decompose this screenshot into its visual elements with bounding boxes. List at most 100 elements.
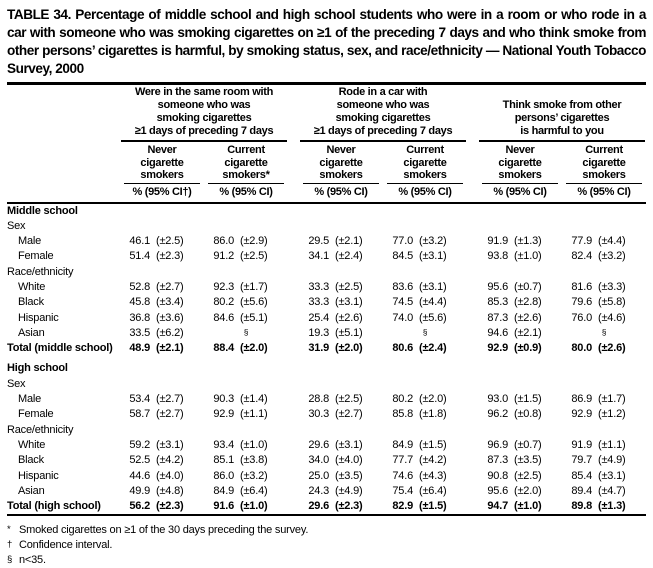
value-cell: 51.4 (129, 250, 150, 263)
ci-cell: (±3.2) (419, 235, 447, 248)
value-cell: 29.6 (308, 438, 329, 451)
value-cell: 85.4 (571, 469, 592, 482)
ci-cell: (±1.5) (419, 438, 447, 451)
row-label: Female (18, 250, 54, 263)
ci-cell: (±2.6) (598, 342, 626, 355)
ci-cell: (±2.0) (514, 484, 542, 497)
ci-cell: (±2.5) (156, 235, 184, 248)
ci-cell: (±5.8) (598, 296, 626, 309)
column-spacer (288, 438, 299, 453)
value-cell: 95.6 (487, 484, 508, 497)
value-cell: 58.7 (129, 408, 150, 421)
measure-header: % (95% CI) (478, 183, 562, 204)
ci-cell: (±6.2) (156, 326, 184, 339)
column-spacer (467, 392, 478, 407)
ci-cell: (±2.8) (514, 296, 542, 309)
ci-cell: (±1.0) (240, 438, 268, 451)
ci-cell: (±1.0) (514, 499, 562, 517)
row-label: Race/ethnicity (7, 265, 74, 278)
ci-cell: (±2.6) (335, 311, 363, 324)
column-spacer (288, 280, 299, 295)
value-cell: 91.9 (487, 235, 508, 248)
column-spacer (467, 183, 478, 204)
column-group-title: Were in the same room with someone who w… (121, 85, 287, 142)
value-cell: 96.9 (487, 438, 508, 451)
stub-cell (7, 85, 120, 142)
ci-cell: (±2.4) (419, 342, 447, 355)
value-cell: 84.9 (213, 484, 234, 497)
ci-cell: (±3.1) (335, 438, 363, 451)
row-label: Race/ethnicity (7, 423, 74, 436)
value-cell: 77.9 (571, 235, 592, 248)
empty-cell (120, 219, 646, 234)
table-row: Black 45.8 (±3.4) 80.2 (±5.6) 33.3 (±3.1) 74.5 (… (7, 295, 646, 310)
ci-cell: (±2.1) (335, 235, 363, 248)
value-cell: 96.2 (487, 408, 508, 421)
value-cell: 89.4 (571, 484, 592, 497)
table-row: Sex (7, 377, 646, 392)
ci-cell: (±1.5) (514, 393, 542, 406)
row-label: Male (18, 393, 42, 406)
ci-cell: (±2.5) (514, 469, 542, 482)
value-cell: 86.9 (571, 393, 592, 406)
value-cell: 89.8 (562, 499, 598, 517)
column-subheader-row: Never cigarette smokers Current cigarett… (7, 142, 646, 184)
column-group-title: Think smoke from other persons’ cigarett… (479, 98, 646, 142)
ci-cell: (±4.9) (335, 484, 363, 497)
value-cell: 25.0 (308, 469, 329, 482)
ci-cell: (±2.7) (335, 408, 363, 421)
row-label: Asian (18, 484, 45, 497)
value-cell: 59.2 (129, 438, 150, 451)
table-row: Total (high school) 56.2 (±2.3) 91.6 (±1.0) 2… (7, 499, 647, 517)
row-label: Hispanic (18, 311, 59, 324)
ci-cell: (±1.5) (419, 499, 467, 517)
footnote-symbol: § (7, 554, 13, 566)
measure-header: % (95% CI†) (120, 183, 204, 204)
table-row: Hispanic 36.8 (±3.6) 84.6 (±5.1) 25.4 (±2.6) 74… (7, 311, 646, 326)
value-cell: 79.6 (571, 296, 592, 309)
value-cell: 95.6 (487, 280, 508, 293)
value-cell: 93.8 (487, 250, 508, 263)
ci-cell: (±2.0) (335, 342, 363, 355)
value-cell: 80.2 (213, 296, 234, 309)
value-cell: 30.3 (308, 408, 329, 421)
table-row: White 52.8 (±2.7) 92.3 (±1.7) 33.3 (±2.5) 83.6 (… (7, 280, 646, 295)
value-cell: 77.0 (392, 235, 413, 248)
table-row: Hispanic 44.6 (±4.0) 86.0 (±3.2) 25.0 (±3.5) 74… (7, 469, 646, 484)
value-cell: 29.5 (308, 235, 329, 248)
column-group-row: Were in the same room with someone who w… (7, 85, 646, 142)
table-row: Black 52.5 (±4.2) 85.1 (±3.8) 34.0 (±4.0) 77.7 (… (7, 453, 646, 468)
ci-cell: (±2.5) (335, 280, 363, 293)
value-cell: 53.4 (129, 393, 150, 406)
value-cell: 33.5 (129, 326, 150, 339)
value-cell: 33.3 (308, 296, 329, 309)
ci-cell: (±5.1) (240, 311, 268, 324)
column-spacer (288, 295, 299, 310)
ci-cell: (±5.6) (240, 296, 268, 309)
value-cell: 92.3 (213, 280, 234, 293)
value-cell: 92.9 (487, 342, 508, 355)
value-cell: 74.0 (392, 311, 413, 324)
ci-cell: (±2.5) (335, 393, 363, 406)
ci-cell: (±3.8) (240, 454, 268, 467)
column-spacer (288, 392, 299, 407)
value-cell: 92.9 (571, 408, 592, 421)
ci-cell: (±4.7) (598, 484, 626, 497)
footnote: † Confidence interval. (7, 538, 646, 553)
row-label: Hispanic (18, 469, 59, 482)
value-cell: 33.3 (308, 280, 329, 293)
value-cell: 87.3 (487, 311, 508, 324)
value-cell: 52.5 (129, 454, 150, 467)
column-spacer (467, 311, 478, 326)
ci-cell: (±3.1) (419, 280, 447, 293)
ci-cell: (±4.6) (598, 311, 626, 324)
data-table: Were in the same room with someone who w… (7, 85, 647, 517)
value-cell: 48.9 (129, 342, 150, 355)
subheader-never-smokers: Never cigarette smokers (299, 142, 383, 184)
column-group-header-harmful: Think smoke from other persons’ cigarett… (478, 85, 646, 142)
ci-cell: (±0.7) (514, 280, 542, 293)
empty-cell (120, 356, 646, 376)
value-cell: 85.8 (392, 408, 413, 421)
value-cell: 93.0 (487, 393, 508, 406)
